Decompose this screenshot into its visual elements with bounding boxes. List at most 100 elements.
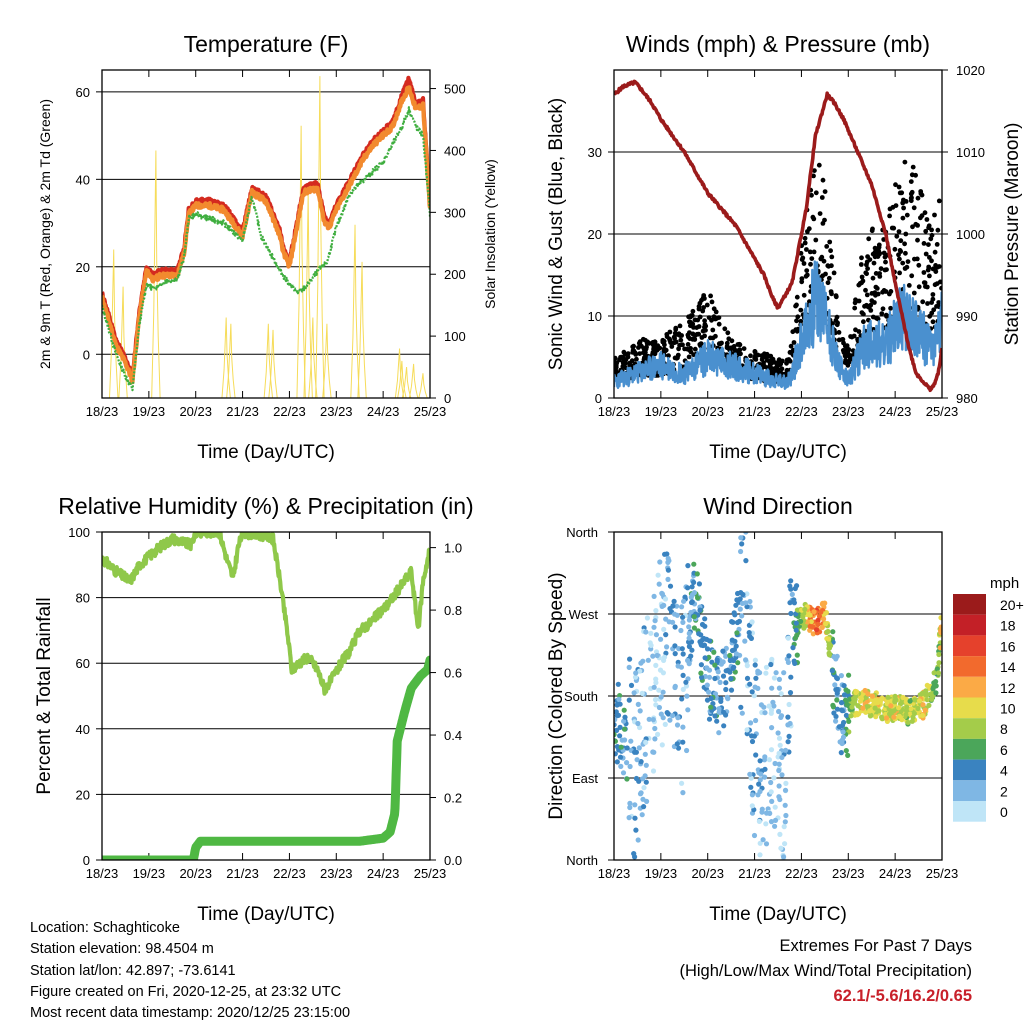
direction-point — [779, 772, 785, 778]
gust-point — [900, 200, 906, 206]
direction-point — [641, 804, 647, 810]
direction-point — [736, 618, 743, 625]
gust-point — [822, 217, 827, 223]
direction-point — [706, 638, 713, 644]
gust-point — [724, 345, 730, 351]
direction-point — [768, 747, 775, 753]
gust-point — [915, 195, 921, 201]
gust-point — [916, 284, 922, 290]
direction-point — [810, 631, 816, 637]
direction-point — [744, 675, 751, 682]
direction-point — [936, 651, 942, 658]
direction-point — [905, 719, 911, 726]
direction-point — [691, 561, 697, 567]
direction-point — [645, 657, 651, 663]
gust-point — [762, 352, 768, 358]
direction-point — [637, 668, 643, 674]
gust-point — [690, 336, 695, 342]
gust-point — [924, 217, 930, 222]
solar-spike — [151, 150, 161, 398]
gust-point — [802, 235, 808, 241]
gust-point — [843, 360, 848, 366]
direction-point — [618, 763, 624, 770]
gust-point — [829, 291, 834, 297]
series-line — [102, 75, 430, 380]
extremes-values: 62.1/-5.6/16.2/0.65 — [833, 987, 972, 1005]
direction-point — [757, 840, 763, 846]
direction-point — [888, 703, 894, 709]
gust-point — [935, 227, 941, 233]
x-tick-label: 19/23 — [645, 866, 678, 881]
legend-swatch — [953, 594, 986, 615]
direction-point — [617, 724, 623, 731]
gust-point — [930, 319, 936, 325]
gust-point — [676, 346, 681, 352]
solar-spike — [357, 261, 367, 398]
gust-point — [776, 357, 782, 363]
direction-point — [689, 584, 695, 590]
plot-area — [614, 532, 942, 860]
y-tick-label-right: 300 — [444, 205, 466, 220]
direction-point — [728, 676, 734, 682]
direction-point — [787, 690, 794, 696]
direction-point — [854, 712, 861, 718]
gust-point — [702, 318, 707, 324]
gust-point — [910, 164, 916, 170]
gust-point — [870, 226, 875, 232]
gust-point — [926, 242, 931, 248]
gust-point — [819, 195, 825, 200]
gust-point — [716, 341, 722, 347]
gust-point — [811, 173, 816, 179]
direction-point — [791, 600, 798, 606]
direction-point — [838, 673, 845, 679]
y-tick-label: 20 — [588, 227, 602, 242]
series-2m-td — [102, 106, 430, 392]
gust-point — [922, 210, 928, 216]
direction-point — [753, 675, 759, 681]
direction-point — [738, 548, 744, 555]
gust-point — [840, 348, 846, 353]
y-tick-label-right: 0.0 — [444, 853, 462, 868]
direction-point — [834, 653, 840, 659]
gust-point — [636, 345, 641, 350]
direction-point — [617, 754, 624, 760]
direction-point — [643, 762, 649, 768]
solar-spike — [408, 363, 419, 398]
gust-point — [915, 223, 920, 228]
direction-point — [838, 700, 845, 706]
direction-point — [723, 686, 729, 693]
gust-point — [821, 258, 827, 264]
direction-point — [747, 681, 753, 687]
direction-point — [834, 697, 840, 703]
direction-point — [841, 719, 847, 726]
direction-point — [691, 579, 697, 586]
y-tick-label: North — [566, 525, 598, 540]
gust-point — [873, 271, 879, 276]
gust-point — [880, 306, 886, 312]
direction-point — [744, 727, 750, 733]
direction-point — [922, 707, 928, 713]
gust-point — [877, 274, 883, 279]
gust-point — [888, 289, 894, 294]
gust-point — [686, 354, 692, 360]
direction-point — [670, 603, 676, 609]
direction-point — [769, 725, 775, 731]
direction-point — [776, 708, 782, 715]
direction-point — [743, 558, 749, 564]
direction-point — [733, 602, 739, 608]
gust-point — [909, 172, 915, 178]
direction-point — [787, 600, 793, 606]
direction-point — [708, 704, 714, 710]
direction-point — [614, 731, 617, 738]
x-tick-label: 19/23 — [133, 866, 166, 881]
gust-point — [664, 334, 670, 340]
direction-point — [614, 717, 618, 723]
gust-point — [921, 241, 927, 246]
gust-point — [702, 322, 708, 327]
direction-point — [743, 657, 749, 663]
direction-point — [650, 717, 656, 723]
gust-point — [932, 249, 938, 255]
gust-point — [861, 319, 866, 325]
direction-point — [678, 664, 685, 670]
gust-point — [629, 358, 635, 364]
